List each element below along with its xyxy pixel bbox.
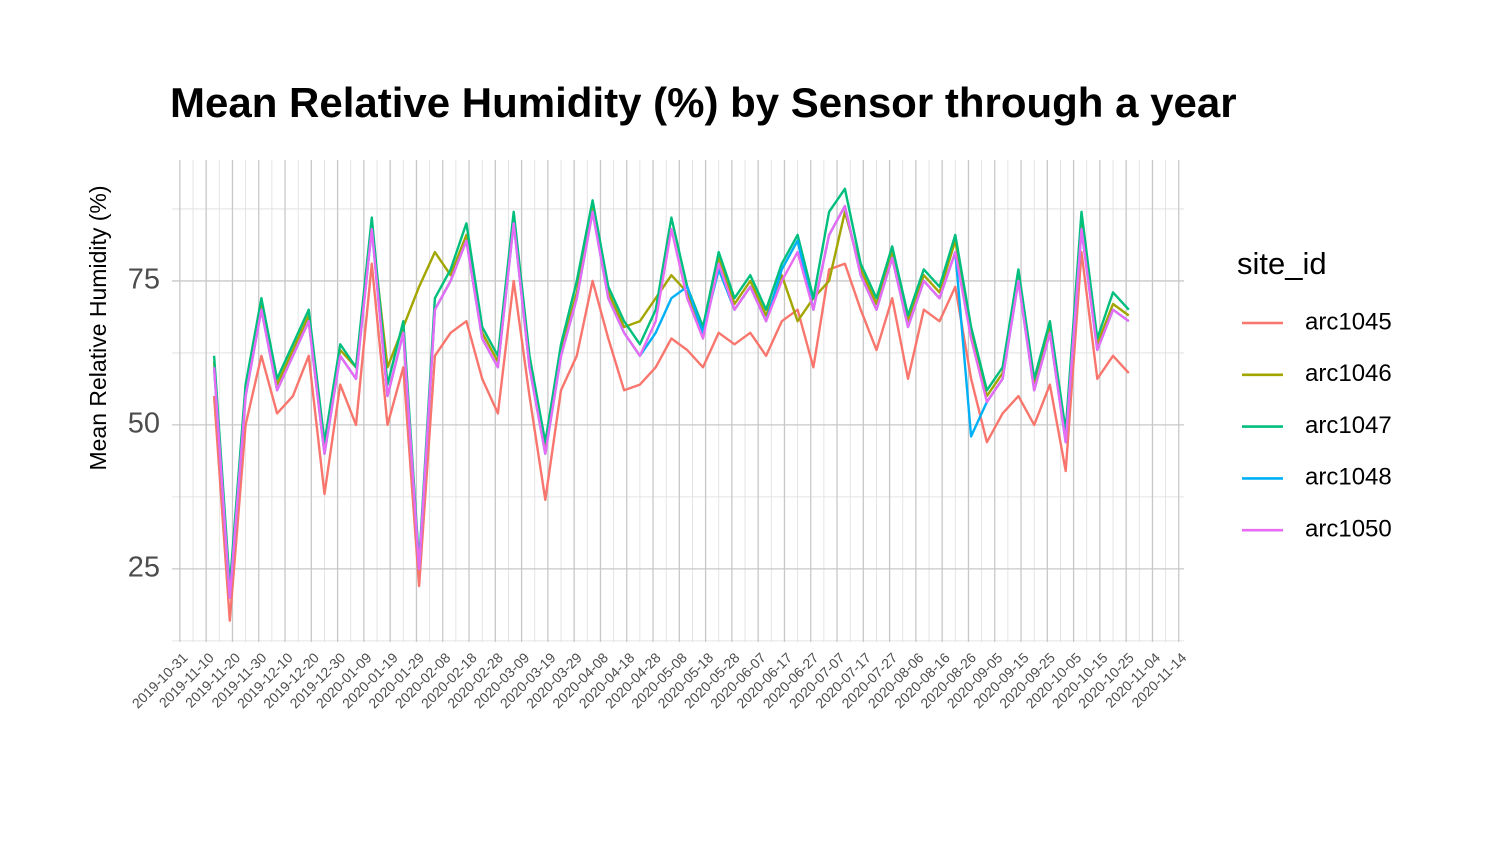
y-tick-label: 75 bbox=[128, 264, 160, 296]
legend-label: arc1046 bbox=[1305, 360, 1392, 387]
series-line bbox=[212, 187, 1130, 588]
legend-label: arc1045 bbox=[1305, 308, 1392, 335]
y-tick-label: 25 bbox=[128, 552, 160, 584]
chart-title: Mean Relative Humidity (%) by Sensor thr… bbox=[170, 79, 1237, 126]
series-line bbox=[212, 204, 1130, 599]
y-tick-label: 50 bbox=[128, 408, 160, 440]
series-line bbox=[212, 250, 1130, 622]
y-axis-label: Mean Relative Humidity (%) bbox=[85, 185, 111, 470]
series-line bbox=[212, 204, 1130, 599]
legend-label: arc1047 bbox=[1305, 412, 1392, 439]
legend-title: site_id bbox=[1237, 246, 1327, 281]
legend-label: arc1050 bbox=[1305, 516, 1392, 543]
series-line bbox=[212, 204, 1130, 594]
legend-label: arc1048 bbox=[1305, 464, 1392, 491]
